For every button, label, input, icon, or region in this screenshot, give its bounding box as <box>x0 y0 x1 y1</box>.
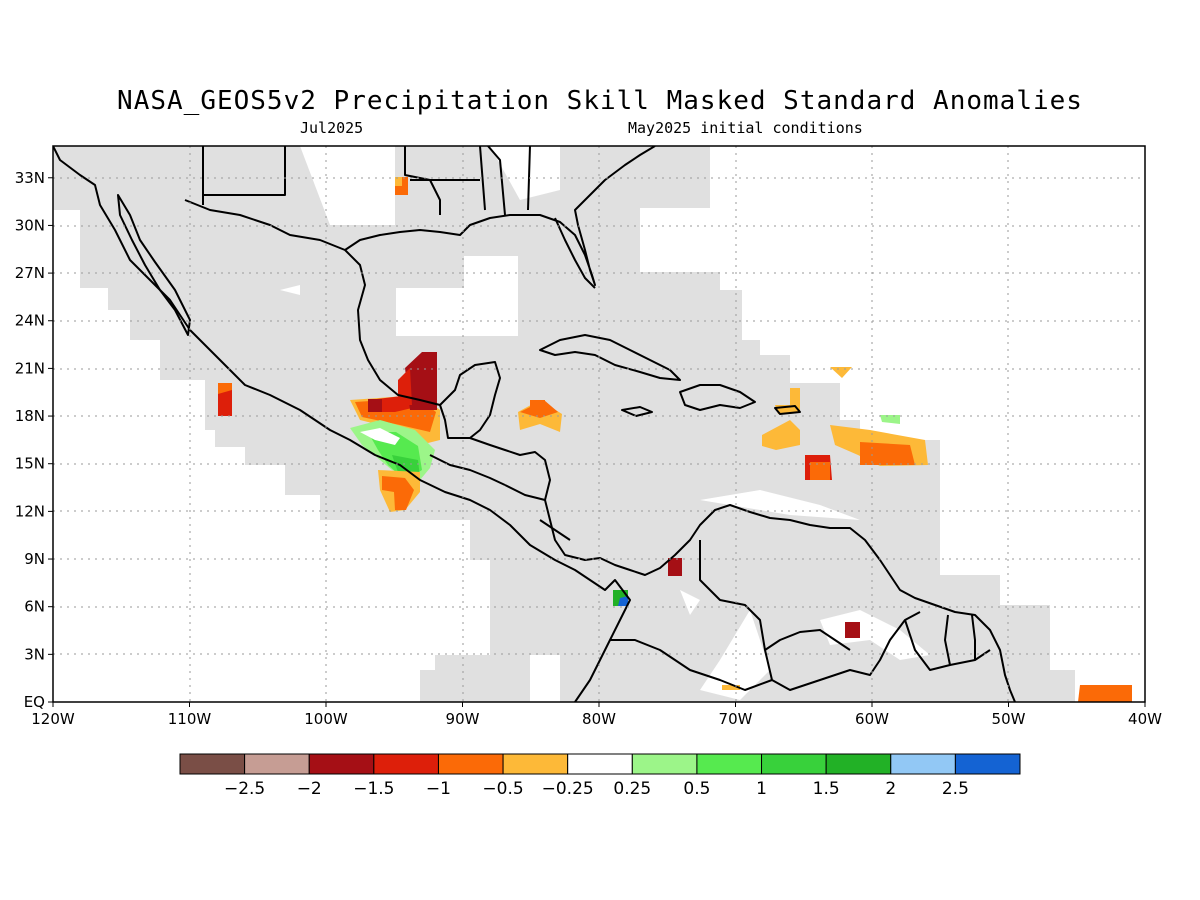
lat-label: 21N <box>15 359 45 377</box>
lon-label: 40W <box>1128 710 1162 728</box>
colorbar-swatch <box>761 753 827 775</box>
colorbar-labels: −2.5 −2 −1.5 −1 −0.5 −0.25 0.25 0.5 1 1.5 2 2.5 <box>224 779 969 799</box>
colorbar-label: −2.5 <box>224 779 265 799</box>
coastlines <box>53 146 1016 702</box>
map-title: NASA_GEOS5v2 Precipitation Skill Masked … <box>117 86 1083 116</box>
latitude-labels: 33N 30N 27N 24N 21N 18N 15N 12N 9N 6N 3N EQ <box>15 169 53 711</box>
lon-label: 60W <box>855 710 889 728</box>
lat-label: 15N <box>15 455 45 473</box>
anomaly-patches <box>218 177 1132 702</box>
lon-label: 50W <box>992 710 1026 728</box>
colorbar-label: −0.25 <box>542 779 594 799</box>
initial-conditions: May2025 initial conditions <box>628 119 863 137</box>
lat-label: 3N <box>24 645 45 663</box>
forecast-month: Jul2025 <box>300 119 364 137</box>
longitude-labels: 120W 110W 100W 90W 80W 70W 60W 50W 40W <box>31 702 1162 728</box>
unmasked-areas <box>280 146 930 700</box>
anomaly-guyana <box>845 622 860 638</box>
lat-label: 9N <box>24 550 45 568</box>
colorbar-label: −0.5 <box>482 779 523 799</box>
lat-label: 12N <box>15 502 45 520</box>
colorbar-label: −1 <box>426 779 451 799</box>
lat-label: 27N <box>15 264 45 282</box>
colorbar-label: 1.5 <box>813 779 840 799</box>
colorbar-swatch <box>308 753 375 775</box>
colorbar-swatch <box>567 753 633 775</box>
colorbar-swatch <box>954 753 1021 775</box>
lat-label: 6N <box>24 598 45 616</box>
colorbar-label: −2 <box>297 779 322 799</box>
anomaly-equatorial-atlantic <box>1078 685 1132 702</box>
skill-mask <box>53 146 1075 702</box>
lon-label: 120W <box>31 710 75 728</box>
colorbar-swatch <box>244 753 310 775</box>
lat-label: 30N <box>15 216 45 234</box>
gridlines <box>53 146 1145 702</box>
lon-label: 110W <box>168 710 212 728</box>
colorbar-swatch <box>373 753 439 775</box>
lat-label: 18N <box>15 407 45 425</box>
colorbar-label: 2.5 <box>942 779 969 799</box>
anomaly-colombia <box>668 558 682 576</box>
anomaly-eastern-caribbean <box>762 420 800 450</box>
lon-label: 90W <box>446 710 480 728</box>
lat-label: 24N <box>15 312 45 330</box>
colorbar-label: 1 <box>756 779 767 799</box>
colorbar-swatch <box>437 753 504 775</box>
colorbar <box>179 753 1021 775</box>
colorbar-swatch <box>502 753 569 775</box>
lat-label: 33N <box>15 169 45 187</box>
colorbar-swatch <box>825 753 892 775</box>
colorbar-label: 2 <box>885 779 896 799</box>
lon-label: 70W <box>719 710 753 728</box>
colorbar-swatch <box>890 753 956 775</box>
colorbar-label: 0.25 <box>613 779 651 799</box>
colorbar-label: 0.5 <box>683 779 710 799</box>
colorbar-swatch <box>631 753 698 775</box>
lon-label: 80W <box>582 710 616 728</box>
colorbar-swatch <box>696 753 763 775</box>
lat-label: EQ <box>24 693 45 711</box>
colorbar-label: −1.5 <box>353 779 394 799</box>
colorbar-swatch <box>179 753 246 775</box>
lon-label: 100W <box>304 710 348 728</box>
